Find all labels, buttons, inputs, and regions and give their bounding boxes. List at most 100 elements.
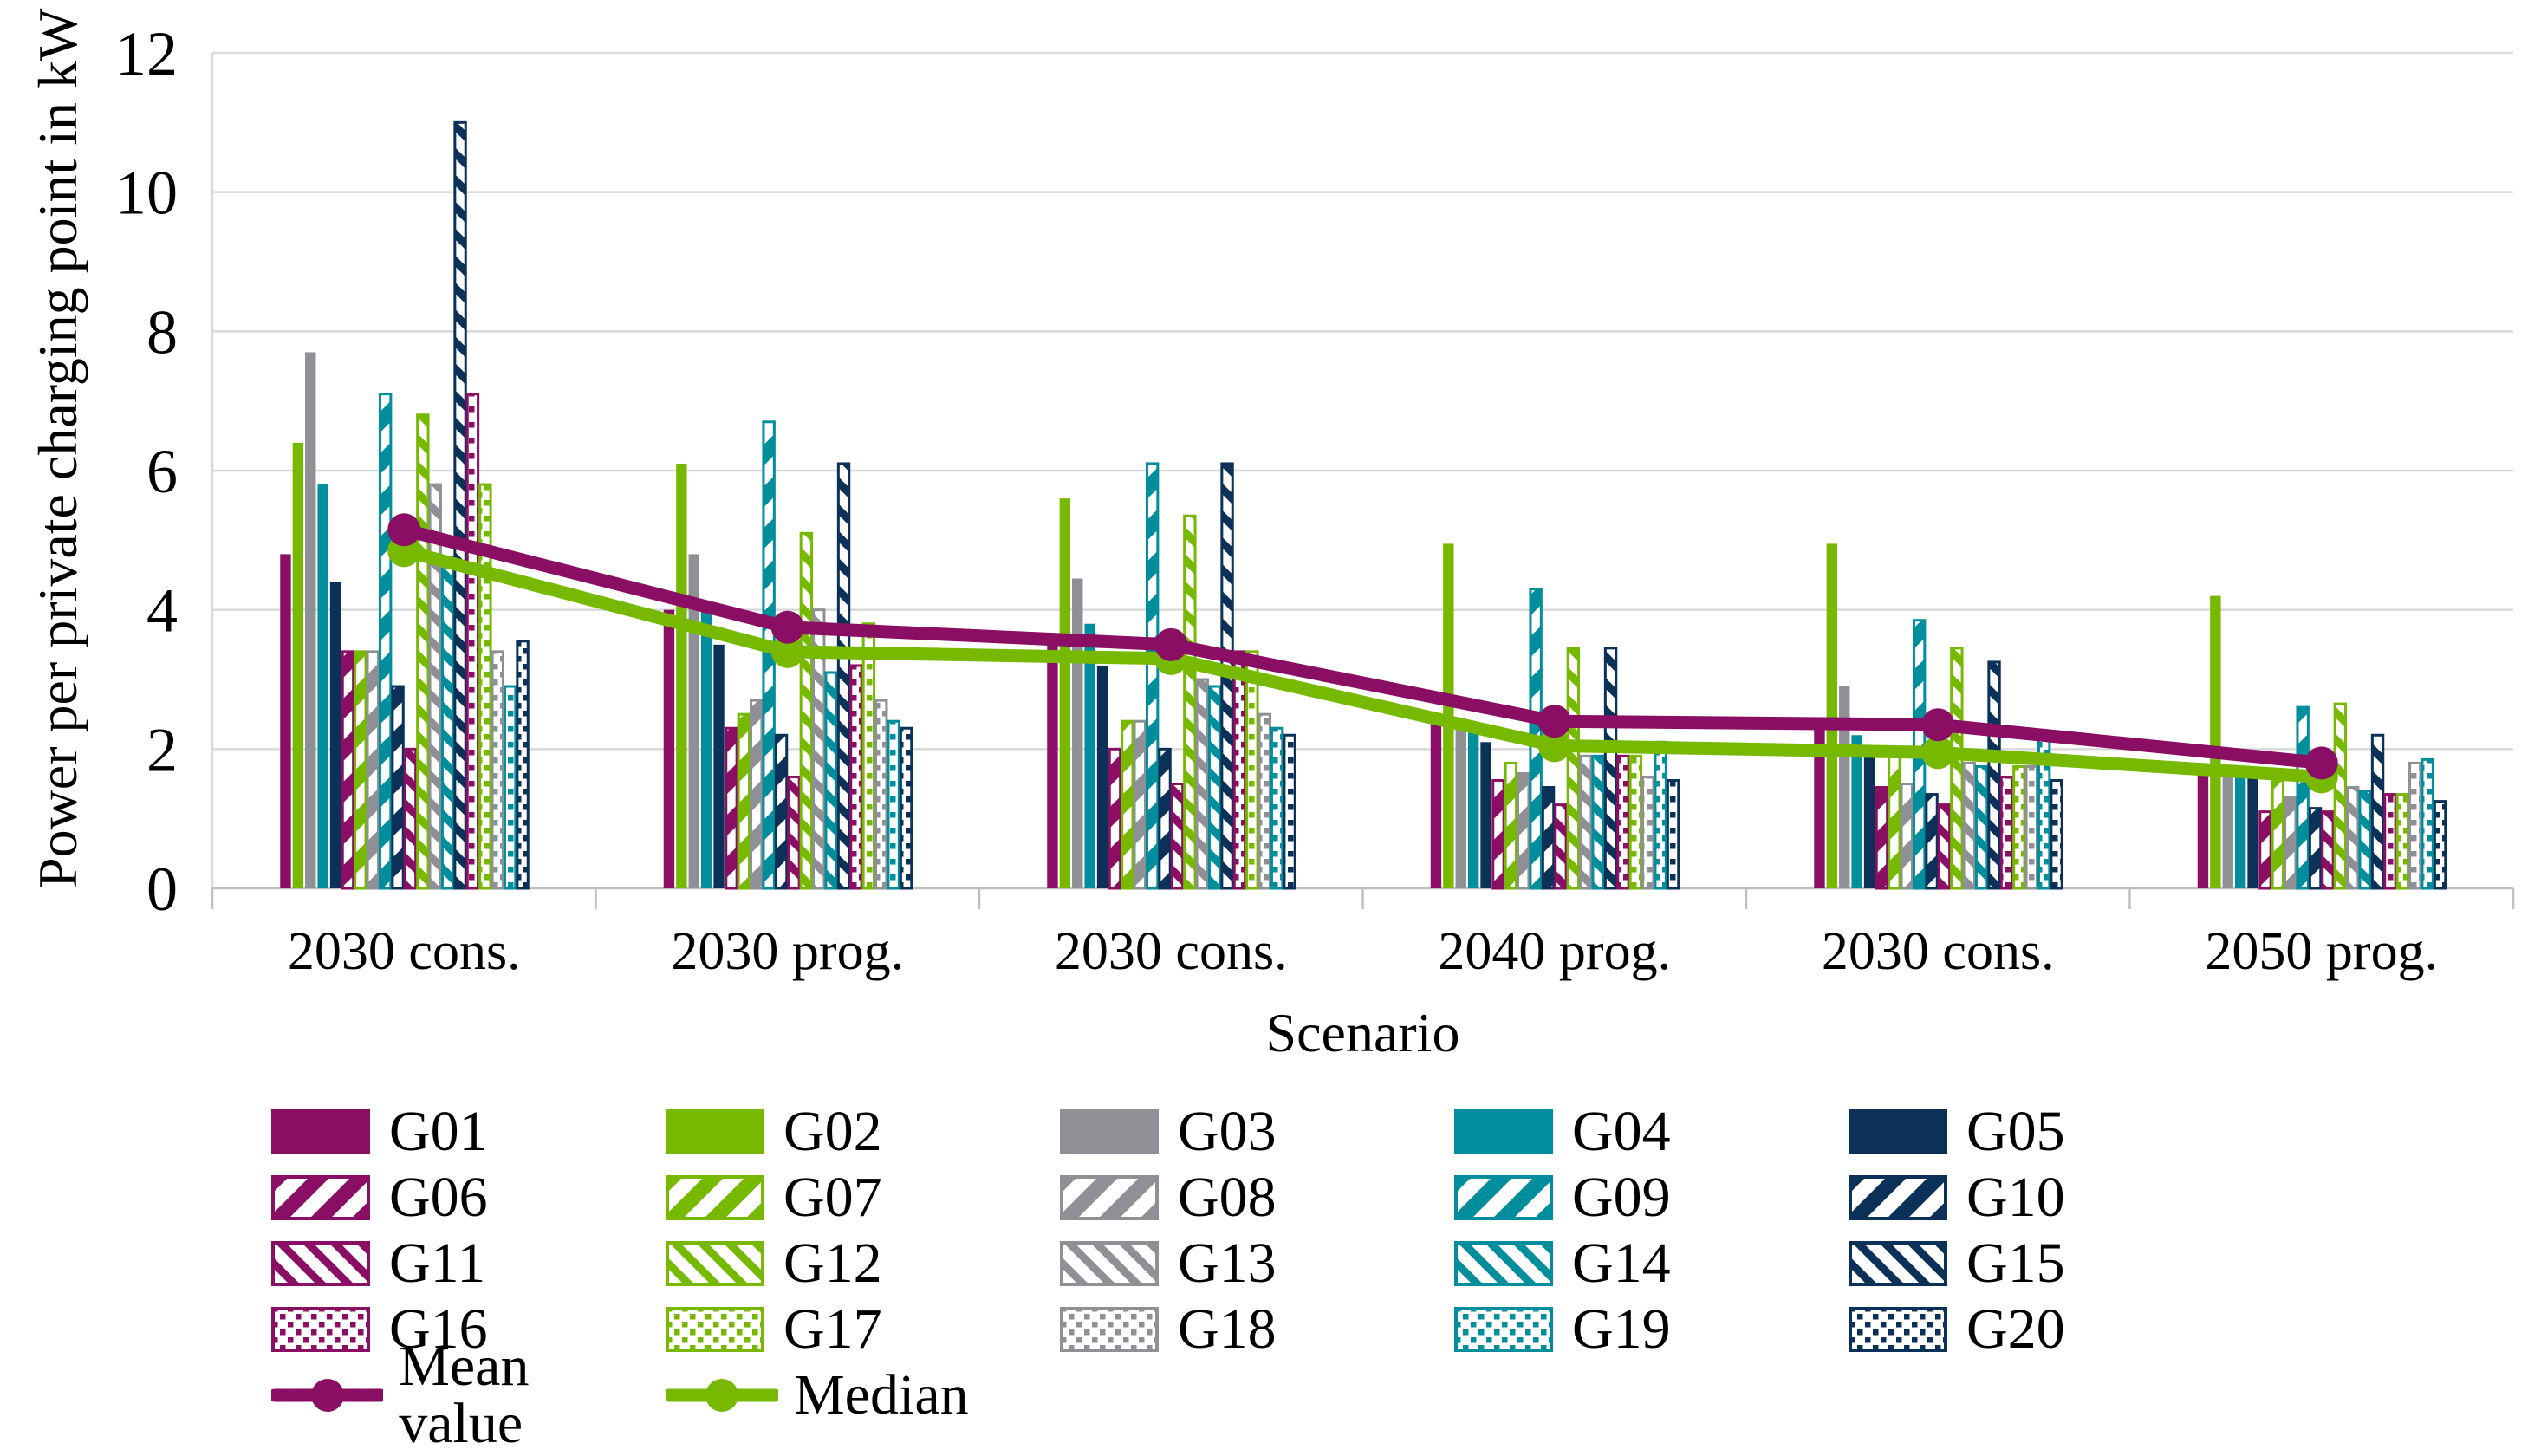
- legend-item-g16: G16: [271, 1301, 666, 1358]
- bar-g05-cat2: [713, 644, 725, 888]
- legend-swatch-g12: [666, 1241, 764, 1286]
- bar-g18-cat5: [2024, 764, 2038, 890]
- bar-g04-cat1: [317, 484, 328, 888]
- legend-label-g10: G10: [1966, 1166, 2065, 1229]
- bar-g15-cat2: [836, 462, 851, 890]
- bar-g05-cat1: [329, 582, 341, 888]
- legend-label-g15: G15: [1966, 1232, 2065, 1295]
- bar-g05-cat3: [1096, 665, 1108, 888]
- bar-g12-cat3: [1183, 514, 1197, 890]
- bar-g02-cat3: [1059, 498, 1071, 888]
- legend-item-g17: G17: [666, 1301, 1060, 1358]
- bar-g15-cat4: [1603, 647, 1618, 890]
- legend-swatch-g15: [1849, 1241, 1947, 1286]
- bar-g12-cat1: [416, 413, 430, 890]
- bar-g10-cat6: [2308, 807, 2323, 890]
- bar-g07-cat5: [1888, 754, 1901, 890]
- bar-g13-cat4: [1579, 754, 1593, 890]
- bar-g02-cat1: [292, 442, 304, 888]
- legend-item-g09: G09: [1454, 1169, 1849, 1226]
- bar-g20-cat2: [899, 726, 913, 890]
- legend-label-g07: G07: [783, 1166, 882, 1229]
- bar-g01-cat4: [1430, 714, 1442, 888]
- legend-item-g01: G01: [271, 1103, 666, 1160]
- legend-swatch-g05: [1849, 1109, 1947, 1154]
- y-tick-label-2: 2: [146, 715, 178, 784]
- bar-g13-cat5: [1962, 761, 1976, 890]
- legend-swatch-g20: [1849, 1307, 1947, 1352]
- x-tick-label-1: 2030 prog.: [671, 922, 904, 981]
- bar-g16-cat2: [849, 664, 863, 890]
- legend-swatch-g17: [666, 1307, 764, 1352]
- legend-item-g08: G08: [1060, 1169, 1454, 1226]
- legend-swatch-g04: [1454, 1109, 1553, 1154]
- marker-mean-value-cat3: [1154, 627, 1188, 661]
- legend-swatch-g13: [1060, 1241, 1159, 1286]
- bar-g02-cat6: [2210, 595, 2221, 888]
- bar-g15-cat5: [1987, 660, 2001, 890]
- legend-label-median: Median: [794, 1363, 969, 1427]
- bar-g20-cat6: [2433, 800, 2447, 890]
- x-tick-label-5: 2050 prog.: [2205, 922, 2438, 981]
- bar-g14-cat4: [1591, 754, 1605, 890]
- bar-g05-cat5: [1863, 749, 1875, 888]
- bar-g20-cat1: [516, 640, 530, 890]
- legend-label-g20: G20: [1966, 1297, 2065, 1361]
- bar-g07-cat4: [1504, 761, 1518, 890]
- legend-item-g15: G15: [1849, 1235, 2243, 1292]
- bar-g18-cat4: [1641, 775, 1655, 890]
- bar-g10-cat3: [1158, 747, 1172, 890]
- legend-item-g04: G04: [1454, 1103, 1849, 1160]
- legend-label-g12: G12: [783, 1232, 882, 1295]
- y-tick-label-12: 12: [115, 19, 178, 88]
- bar-g11-cat4: [1554, 803, 1568, 890]
- legend-item-g18: G18: [1060, 1301, 1454, 1358]
- legend-label-g17: G17: [783, 1297, 882, 1361]
- legend-label-mean-value: Mean value: [399, 1335, 530, 1455]
- bar-g07-cat6: [2271, 778, 2285, 890]
- line-mean-value: [397, 523, 2329, 770]
- bar-g07-cat3: [1121, 719, 1134, 890]
- bar-g12-cat4: [1566, 647, 1581, 890]
- legend-item-g11: G11: [271, 1235, 666, 1292]
- bar-g17-cat2: [861, 622, 876, 890]
- bar-g19-cat2: [887, 719, 900, 890]
- legend-label-g19: G19: [1572, 1297, 1671, 1361]
- bar-g07-cat2: [737, 712, 751, 890]
- bar-g06-cat1: [341, 650, 355, 890]
- bar-g18-cat6: [2408, 761, 2422, 890]
- legend-swatch-g08: [1060, 1175, 1159, 1220]
- bar-chart-plot: 0 2 4 6 8 10 12 2030 cons. 2030 prog. 2030 cons. 2…: [115, 19, 2515, 981]
- bar-g12-cat6: [2333, 702, 2348, 890]
- bar-g03-cat1: [305, 352, 316, 888]
- x-tick-label-4: 2030 cons.: [1822, 922, 2055, 981]
- bar-g08-cat4: [1517, 771, 1530, 890]
- bar-g04-cat3: [1084, 623, 1095, 888]
- bar-g15-cat6: [2370, 733, 2385, 890]
- legend-item-g07: G07: [666, 1169, 1060, 1226]
- bar-g03-cat3: [1072, 578, 1083, 888]
- legend-swatch-g02: [666, 1109, 764, 1154]
- bar-g06-cat3: [1108, 747, 1122, 890]
- bar-g17-cat6: [2395, 793, 2410, 890]
- bar-g18-cat2: [874, 699, 888, 890]
- bar-g14-cat2: [824, 671, 838, 890]
- bar-g12-cat5: [1950, 647, 1964, 890]
- bar-g15-cat1: [453, 120, 467, 890]
- bar-g16-cat3: [1232, 650, 1247, 890]
- bar-g20-cat5: [2050, 778, 2063, 890]
- bar-g01-cat5: [1814, 725, 1825, 888]
- marker-median-cat5: [1921, 736, 1955, 770]
- bar-g04-cat2: [700, 609, 712, 888]
- bar-g06-cat2: [725, 726, 738, 890]
- bar-g09-cat3: [1145, 462, 1160, 890]
- bar-g16-cat1: [465, 393, 480, 890]
- bar-g01-cat1: [280, 554, 291, 888]
- legend-swatch-g10: [1849, 1175, 1947, 1220]
- bar-g07-cat1: [354, 650, 367, 890]
- bar-g17-cat4: [1628, 754, 1643, 890]
- bar-g08-cat3: [1133, 719, 1147, 890]
- bar-g02-cat2: [676, 463, 687, 888]
- bar-g08-cat1: [366, 650, 380, 890]
